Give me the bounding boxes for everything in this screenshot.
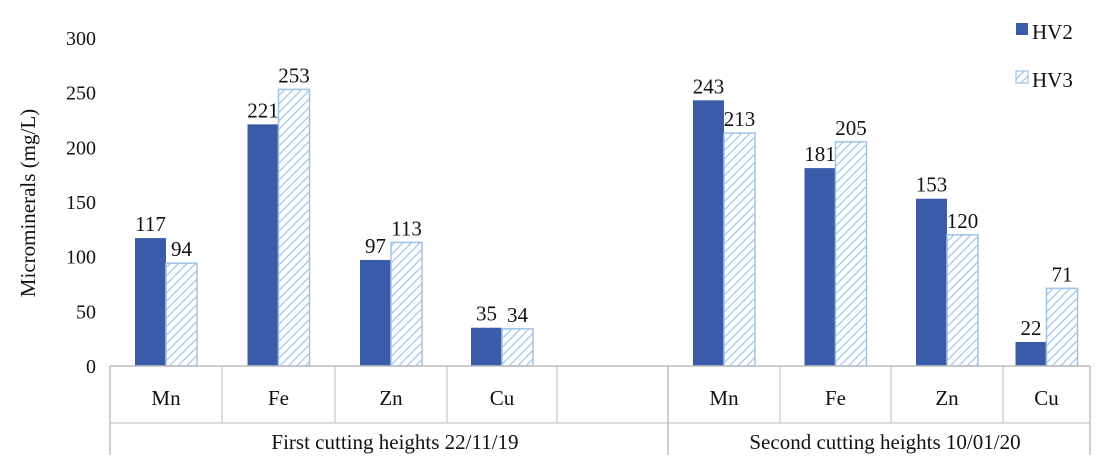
data-label: 22 <box>1021 316 1042 340</box>
bar-hv2 <box>471 327 502 366</box>
category-label: Mn <box>151 386 181 410</box>
data-label: 71 <box>1052 262 1073 286</box>
bar-hv2 <box>916 198 947 366</box>
bar-hv2 <box>360 259 391 366</box>
legend-swatch-hv2 <box>1016 23 1028 35</box>
category-axis: First cutting heights 22/11/19 Second cut… <box>109 365 1091 455</box>
data-label: 153 <box>916 173 948 197</box>
legend-swatch-hv3 <box>1015 70 1029 84</box>
data-label: 97 <box>365 234 386 258</box>
bar-hv3 <box>501 328 534 367</box>
bar-hv3 <box>723 132 756 367</box>
bar-hv3 <box>165 262 198 367</box>
bar-hv2 <box>804 168 836 366</box>
legend: HV2 HV3 <box>1015 20 1073 92</box>
legend-label: HV3 <box>1032 68 1073 92</box>
data-label: 34 <box>507 303 529 327</box>
category-label: Zn <box>379 386 403 410</box>
bar-hv3 <box>834 141 868 367</box>
data-label: 120 <box>947 209 979 233</box>
bar-hv2 <box>693 100 724 366</box>
data-label: 205 <box>835 116 867 140</box>
y-tick-label: 50 <box>76 301 96 323</box>
group-label: First cutting heights 22/11/19 <box>271 430 518 454</box>
category-label: Fe <box>825 386 846 410</box>
category-label: Cu <box>1034 386 1059 410</box>
y-axis: 0 50 100 150 200 250 300 <box>66 28 96 378</box>
y-tick-label: 150 <box>66 192 96 214</box>
data-label: 221 <box>247 98 279 122</box>
bar-hv2 <box>1015 341 1047 366</box>
legend-label: HV2 <box>1032 20 1073 44</box>
bar-hv3 <box>390 241 423 367</box>
data-label: 94 <box>171 237 193 261</box>
category-label: Mn <box>709 386 739 410</box>
data-label: 181 <box>804 142 836 166</box>
y-tick-label: 100 <box>66 247 96 269</box>
category-label: Zn <box>935 386 959 410</box>
data-label: 213 <box>724 107 756 131</box>
category-label: Fe <box>268 386 289 410</box>
data-label: 243 <box>693 74 725 98</box>
data-label: 113 <box>391 216 422 240</box>
bar-hv3 <box>277 88 311 367</box>
group-label: Second cutting heights 10/01/20 <box>749 430 1020 454</box>
data-label: 117 <box>135 212 166 236</box>
y-tick-label: 300 <box>66 28 96 50</box>
bar-hv3 <box>946 234 979 367</box>
bar-hv2 <box>135 238 166 366</box>
bar-hv3 <box>1045 287 1079 367</box>
y-tick-label: 0 <box>86 356 96 378</box>
y-tick-label: 250 <box>66 83 96 105</box>
data-label: 253 <box>278 63 310 87</box>
y-axis-title: Microminerals (mg/L) <box>16 109 40 297</box>
y-tick-label: 200 <box>66 137 96 159</box>
data-label: 35 <box>476 302 497 326</box>
category-label: Cu <box>490 386 515 410</box>
bar-hv2 <box>247 124 279 366</box>
